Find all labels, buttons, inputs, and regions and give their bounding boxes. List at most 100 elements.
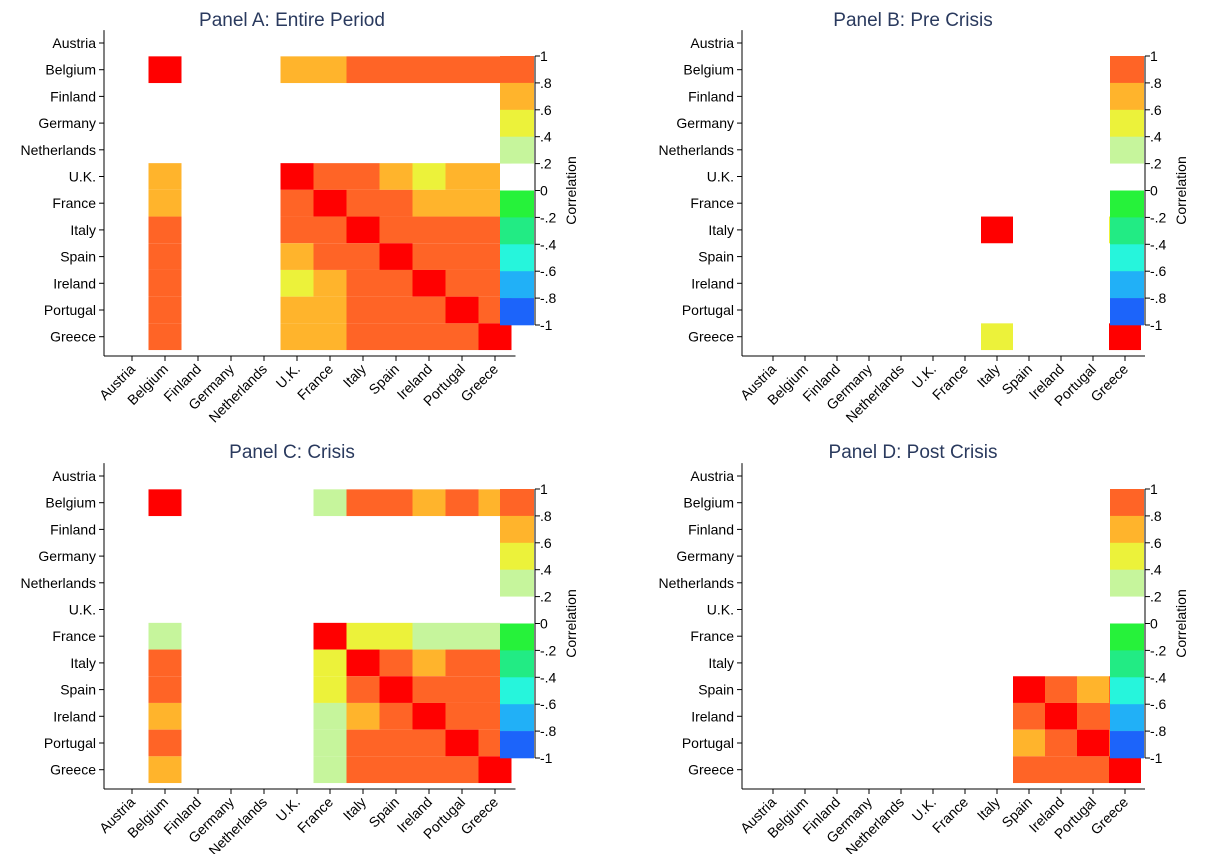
heatmap-cell — [346, 323, 380, 351]
heatmap-cell — [346, 269, 380, 297]
colorbar-segment — [1110, 298, 1144, 326]
heatmap-cell — [313, 729, 347, 757]
y-tick-label: Portugal — [44, 302, 96, 318]
y-tick-label: Netherlands — [659, 575, 735, 591]
colorbar-tick-label: -1 — [540, 750, 553, 766]
heatmap-cell — [280, 269, 314, 297]
colorbar-tick-label: 1 — [1150, 481, 1158, 497]
y-tick-label: Netherlands — [21, 575, 97, 591]
y-tick-label: Netherlands — [659, 142, 735, 158]
y-tick-label: Ireland — [691, 275, 734, 291]
colorbar-tick-label: 1 — [540, 48, 548, 64]
heatmap-cell — [346, 622, 380, 650]
y-tick-label: France — [690, 628, 734, 644]
heatmap-cell — [148, 702, 182, 730]
y-tick-label: Germany — [676, 548, 734, 564]
heatmap-cell — [280, 323, 314, 351]
heatmap-cell — [148, 676, 182, 703]
y-tick-label: Italy — [708, 222, 734, 238]
x-tick-label: France — [294, 361, 336, 403]
heatmap-cell — [412, 216, 446, 244]
heatmap-cell — [412, 649, 446, 677]
colorbar-segment — [500, 136, 534, 164]
heatmap-cell — [346, 649, 380, 677]
colorbar: 1 .8 .6 .4 .2 0 -.2 -.4 -.6 -.8 -1 Correlation — [1110, 481, 1189, 766]
y-tick-label: Belgium — [45, 62, 96, 78]
panel-title: Panel B: Pre Crisis — [833, 10, 992, 31]
colorbar-tick-label: -.8 — [1150, 290, 1167, 306]
heatmap-cell — [412, 189, 446, 217]
heatmap-cell — [981, 323, 1013, 351]
y-tick-label: Austria — [690, 35, 734, 51]
colorbar-segment — [1110, 704, 1144, 732]
colorbar-segment — [1110, 56, 1144, 84]
heatmap-cell — [412, 622, 446, 650]
colorbar-segment — [500, 190, 534, 218]
colorbar-segment — [500, 244, 534, 272]
heatmap-cell — [379, 756, 413, 784]
y-tick-label: Portugal — [682, 735, 734, 751]
heatmap-cell — [1045, 676, 1077, 703]
heatmap-cell — [313, 756, 347, 784]
heatmap-cell — [280, 243, 314, 270]
heatmap-cell — [346, 56, 380, 84]
heatmap-cell — [445, 189, 479, 217]
colorbar-segment — [1110, 136, 1144, 164]
heatmap-cell — [412, 56, 446, 84]
heatmap-cell — [412, 269, 446, 297]
heatmap-cell — [313, 676, 347, 703]
heatmap-cell — [445, 622, 479, 650]
colorbar-segment — [500, 82, 534, 111]
heatmap-cell — [379, 702, 413, 730]
heatmap-cell — [313, 189, 347, 217]
heatmap-cell — [379, 323, 413, 351]
heatmap-cell — [412, 676, 446, 703]
heatmap-cell — [346, 676, 380, 703]
colorbar-segment — [1110, 623, 1144, 651]
heatmap-cell — [478, 323, 512, 351]
colorbar-tick-label: 0 — [1150, 183, 1158, 199]
colorbar-segment — [500, 515, 534, 544]
heatmap-cell — [445, 56, 479, 84]
heatmap-cell — [346, 702, 380, 730]
y-tick-label: Ireland — [691, 708, 734, 724]
colorbar-tick-label: .6 — [1150, 535, 1162, 551]
colorbar-tick-label: -.6 — [1150, 696, 1167, 712]
heatmap-cell — [1013, 676, 1045, 703]
heatmap-cell — [379, 489, 413, 517]
heatmap-cell — [148, 296, 182, 324]
heatmap-cell — [346, 489, 380, 517]
y-tick-label: Greece — [688, 329, 734, 345]
heatmap-cell — [148, 649, 182, 677]
heatmap-cell — [313, 489, 347, 517]
heatmap-cell — [313, 243, 347, 270]
colorbar-tick-label: .2 — [540, 156, 552, 172]
colorbar-segment — [1110, 109, 1144, 137]
heatmap-cell — [1077, 702, 1109, 730]
colorbar-segment — [1110, 569, 1144, 597]
y-tick-label: Austria — [690, 468, 734, 484]
colorbar-segment — [1110, 731, 1144, 759]
heatmap-cell — [981, 216, 1013, 244]
colorbar-segment — [500, 677, 534, 705]
colorbar-tick-label: .8 — [1150, 508, 1162, 524]
y-tick-label: Spain — [60, 682, 96, 698]
heatmap-cell — [379, 163, 413, 190]
colorbar-segment — [500, 623, 534, 651]
y-tick-label: U.K. — [69, 169, 96, 185]
heatmap-cell — [313, 163, 347, 190]
colorbar-tick-label: .6 — [540, 102, 552, 118]
colorbar-segment — [500, 542, 534, 570]
colorbar-segment — [500, 650, 534, 678]
y-tick-label: Germany — [38, 548, 96, 564]
colorbar-segment — [1110, 489, 1144, 517]
y-tick-label: Portugal — [682, 302, 734, 318]
y-tick-label: Ireland — [53, 708, 96, 724]
colorbar-segment — [1110, 217, 1144, 245]
colorbar-tick-label: 1 — [1150, 48, 1158, 64]
colorbar-tick-label: 0 — [1150, 616, 1158, 632]
y-tick-label: Spain — [698, 249, 734, 265]
y-tick-label: Italy — [70, 222, 96, 238]
heatmap-cell — [412, 163, 446, 190]
y-tick-label: Greece — [50, 329, 96, 345]
